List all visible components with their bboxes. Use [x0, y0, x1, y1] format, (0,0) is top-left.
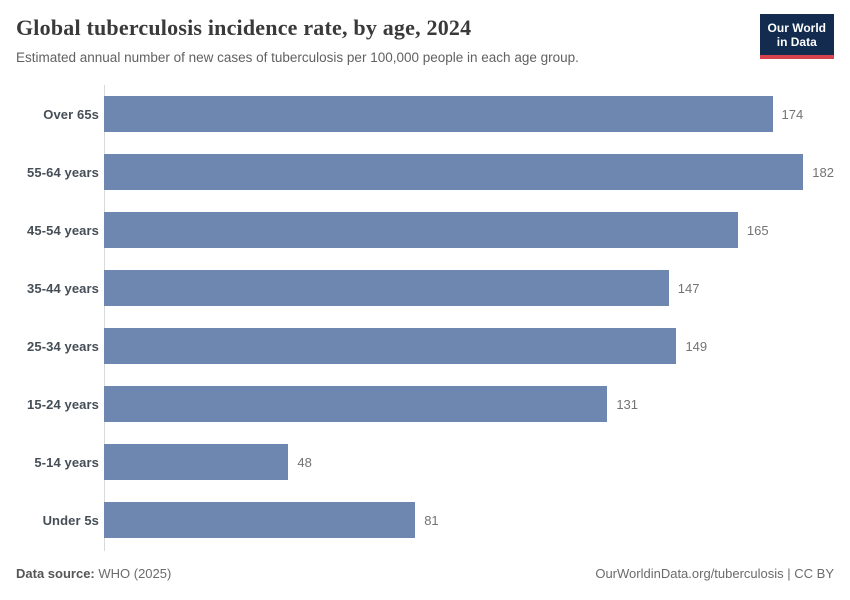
- category-label: 35-44 years: [27, 280, 99, 296]
- bar-row: Over 65s 174: [16, 85, 834, 143]
- chart-subtitle: Estimated annual number of new cases of …: [16, 50, 579, 65]
- plot-cell: 147: [104, 270, 834, 306]
- owid-license-link[interactable]: OurWorldinData.org/tuberculosis | CC BY: [595, 566, 834, 581]
- header: Global tuberculosis incidence rate, by a…: [16, 14, 834, 65]
- category-label: Under 5s: [42, 512, 99, 528]
- bar[interactable]: [104, 270, 669, 306]
- plot-cell: 182: [104, 154, 834, 190]
- category-label: 55-64 years: [27, 164, 99, 180]
- logo-line-1: Our World: [767, 21, 826, 35]
- category-label: 15-24 years: [27, 396, 99, 412]
- bar[interactable]: [104, 328, 677, 364]
- owid-logo[interactable]: Our World in Data: [759, 14, 834, 59]
- value-label: 81: [424, 512, 439, 528]
- plot-cell: 81: [104, 502, 834, 538]
- bar[interactable]: [104, 154, 804, 190]
- bar[interactable]: [104, 212, 738, 248]
- bar[interactable]: [104, 96, 773, 132]
- data-source: Data source: WHO (2025): [16, 566, 171, 581]
- header-text: Global tuberculosis incidence rate, by a…: [16, 15, 579, 65]
- logo-line-2: in Data: [776, 35, 817, 49]
- bar[interactable]: [104, 386, 608, 422]
- plot-cell: 149: [104, 328, 834, 364]
- category-label: Over 65s: [43, 106, 99, 122]
- bar[interactable]: [104, 444, 289, 480]
- bar-row: Under 5s 81: [16, 491, 834, 549]
- value-label: 165: [746, 222, 769, 238]
- value-label: 182: [812, 164, 834, 180]
- data-source-value: WHO (2025): [94, 566, 172, 581]
- category-label: 45-54 years: [27, 222, 99, 238]
- value-label: 147: [677, 280, 700, 296]
- bar-row: 45-54 years 165: [16, 201, 834, 259]
- value-label: 174: [781, 106, 804, 122]
- bar-row: 5-14 years 48: [16, 433, 834, 491]
- plot-cell: 165: [104, 212, 834, 248]
- plot-cell: 174: [104, 96, 834, 132]
- plot-cell: 48: [104, 444, 834, 480]
- bar-row: 35-44 years 147: [16, 259, 834, 317]
- chart-title: Global tuberculosis incidence rate, by a…: [16, 15, 472, 40]
- bar[interactable]: [104, 502, 416, 538]
- y-axis-line: [104, 85, 105, 551]
- data-source-label: Data source:: [16, 566, 95, 581]
- footer: Data source: WHO (2025) OurWorldinData.o…: [16, 566, 834, 581]
- value-label: 131: [616, 396, 639, 412]
- value-label: 48: [297, 454, 312, 470]
- bar-row: 25-34 years 149: [16, 317, 834, 375]
- bar-row: 15-24 years 131: [16, 375, 834, 433]
- bar-rows: Over 65s 174 55-64 years 182 45-54 years 165 3…: [16, 85, 834, 549]
- plot-cell: 131: [104, 386, 834, 422]
- category-label: 25-34 years: [27, 338, 99, 354]
- category-label: 5-14 years: [34, 454, 99, 470]
- value-label: 149: [685, 338, 708, 354]
- bar-row: 55-64 years 182: [16, 143, 834, 201]
- bar-chart: Over 65s 174 55-64 years 182 45-54 years 165 3…: [16, 85, 834, 551]
